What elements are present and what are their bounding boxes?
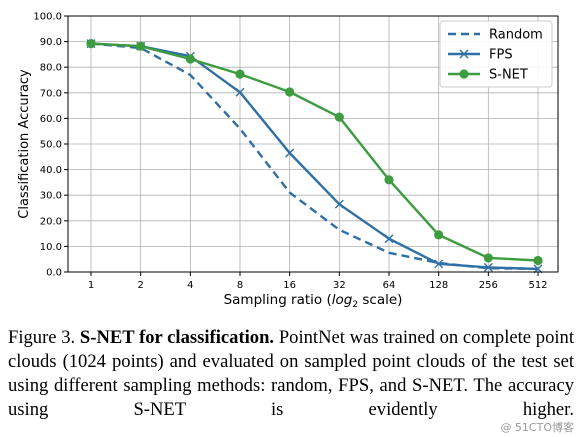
data-point-fps xyxy=(483,262,493,272)
y-tick-label: 50.0 xyxy=(40,140,62,151)
data-point-s-net xyxy=(334,112,344,122)
x-tick-label: 64 xyxy=(383,280,396,291)
figure-caption: Figure 3. S-NET for classification. Poin… xyxy=(8,326,574,422)
data-point-s-net xyxy=(235,69,245,79)
series-line-fps xyxy=(90,42,539,271)
data-point-s-net xyxy=(434,230,444,240)
y-tick-label: 0.0 xyxy=(46,268,62,279)
x-tick-label: 2 xyxy=(137,280,143,291)
y-tick-label: 20.0 xyxy=(40,216,62,227)
data-point-s-net xyxy=(384,175,394,185)
data-point-s-net xyxy=(86,39,96,49)
x-tick-label: 8 xyxy=(237,280,243,291)
legend-label-s-net: S-NET xyxy=(489,68,528,83)
data-point-fps xyxy=(434,259,444,269)
x-tick-label: 1 xyxy=(88,280,94,291)
y-tick-label: 100.0 xyxy=(33,12,62,23)
y-tick-label: 70.0 xyxy=(40,88,62,99)
axis-ticks: 1 2 4 8 16 32 64 128 256 512 0.0 10.0 20.0 30.0 40.0 50… xyxy=(33,12,547,292)
y-tick-label: 10.0 xyxy=(40,242,62,253)
data-point-fps xyxy=(334,199,344,209)
data-point-fps xyxy=(285,148,295,158)
x-tick-label: 512 xyxy=(528,280,547,291)
data-point-s-net xyxy=(285,87,295,97)
data-point-fps xyxy=(384,234,394,244)
data-point-fps xyxy=(235,87,245,97)
y-tick-label: 30.0 xyxy=(40,191,62,202)
accuracy-chart: 1 2 4 8 16 32 64 128 256 512 0.0 10.0 20.0 30.0 40.0 50… xyxy=(17,12,559,310)
data-point-s-net xyxy=(185,54,195,64)
legend-box xyxy=(439,20,553,88)
x-tick-label: 256 xyxy=(479,280,498,291)
series-layer xyxy=(86,39,543,274)
legend-label-random: Random xyxy=(489,28,543,43)
legend-marker-s-net xyxy=(459,69,469,79)
legend-label-fps: FPS xyxy=(489,48,513,63)
watermark: @ 51CTO博客 xyxy=(500,421,574,434)
y-tick-label: 80.0 xyxy=(40,63,62,74)
x-axis-label: Sampling ratio (log2 scale) xyxy=(224,292,403,310)
y-tick-label: 90.0 xyxy=(40,37,62,48)
y-tick-label: 60.0 xyxy=(40,114,62,125)
caption-text: PointNet was trained on complete point c… xyxy=(8,327,574,420)
x-tick-label: 128 xyxy=(429,280,448,291)
data-point-s-net xyxy=(136,41,146,51)
caption-bold-title: S-NET for classification. xyxy=(79,327,275,348)
caption-label: Figure 3. xyxy=(8,327,76,348)
series-line-random xyxy=(90,42,539,271)
x-tick-label: 4 xyxy=(187,280,193,291)
y-axis-label: Classification Accuracy xyxy=(17,69,32,219)
y-tick-label: 40.0 xyxy=(40,165,62,176)
x-tick-label: 32 xyxy=(333,280,346,291)
legend-marker-fps xyxy=(459,49,469,59)
data-point-s-net xyxy=(533,255,543,266)
series-line-s-net xyxy=(90,42,539,262)
x-tick-label: 16 xyxy=(283,280,296,291)
legend: Random FPS S-NET xyxy=(439,20,553,88)
data-point-s-net xyxy=(483,253,493,263)
